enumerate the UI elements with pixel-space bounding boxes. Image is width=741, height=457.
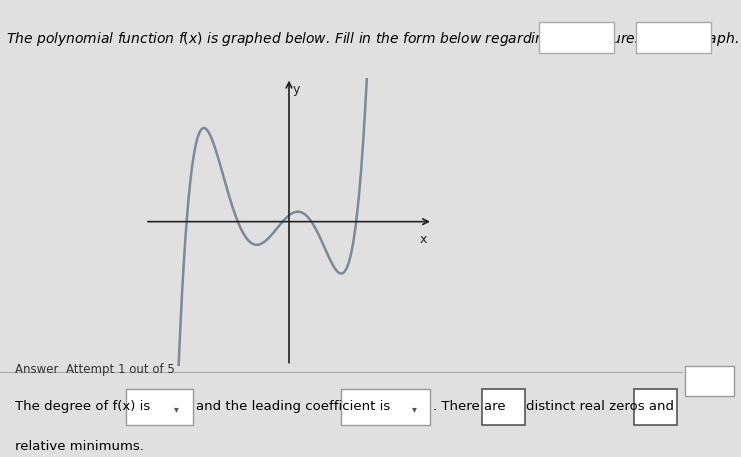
Text: ▾: ▾ <box>411 404 416 414</box>
Text: y: y <box>293 84 299 96</box>
Text: x: x <box>419 233 427 246</box>
Text: The polynomial function $f(x)$ is graphed below. Fill in the form below regardin: The polynomial function $f(x)$ is graphe… <box>6 30 738 48</box>
Text: relative minimums.: relative minimums. <box>15 441 144 453</box>
Text: ▾: ▾ <box>174 404 179 414</box>
Text: Answer  Attempt 1 out of 5: Answer Attempt 1 out of 5 <box>15 363 175 377</box>
Text: The degree of f(x) is: The degree of f(x) is <box>15 400 150 413</box>
FancyBboxPatch shape <box>685 366 734 396</box>
FancyBboxPatch shape <box>482 388 525 425</box>
FancyBboxPatch shape <box>341 388 430 425</box>
FancyBboxPatch shape <box>539 22 614 53</box>
FancyBboxPatch shape <box>636 22 711 53</box>
FancyBboxPatch shape <box>126 388 193 425</box>
FancyBboxPatch shape <box>634 388 677 425</box>
Text: distinct real zeros and: distinct real zeros and <box>526 400 674 413</box>
Text: and the leading coefficient is: and the leading coefficient is <box>196 400 391 413</box>
Text: . There are: . There are <box>433 400 506 413</box>
